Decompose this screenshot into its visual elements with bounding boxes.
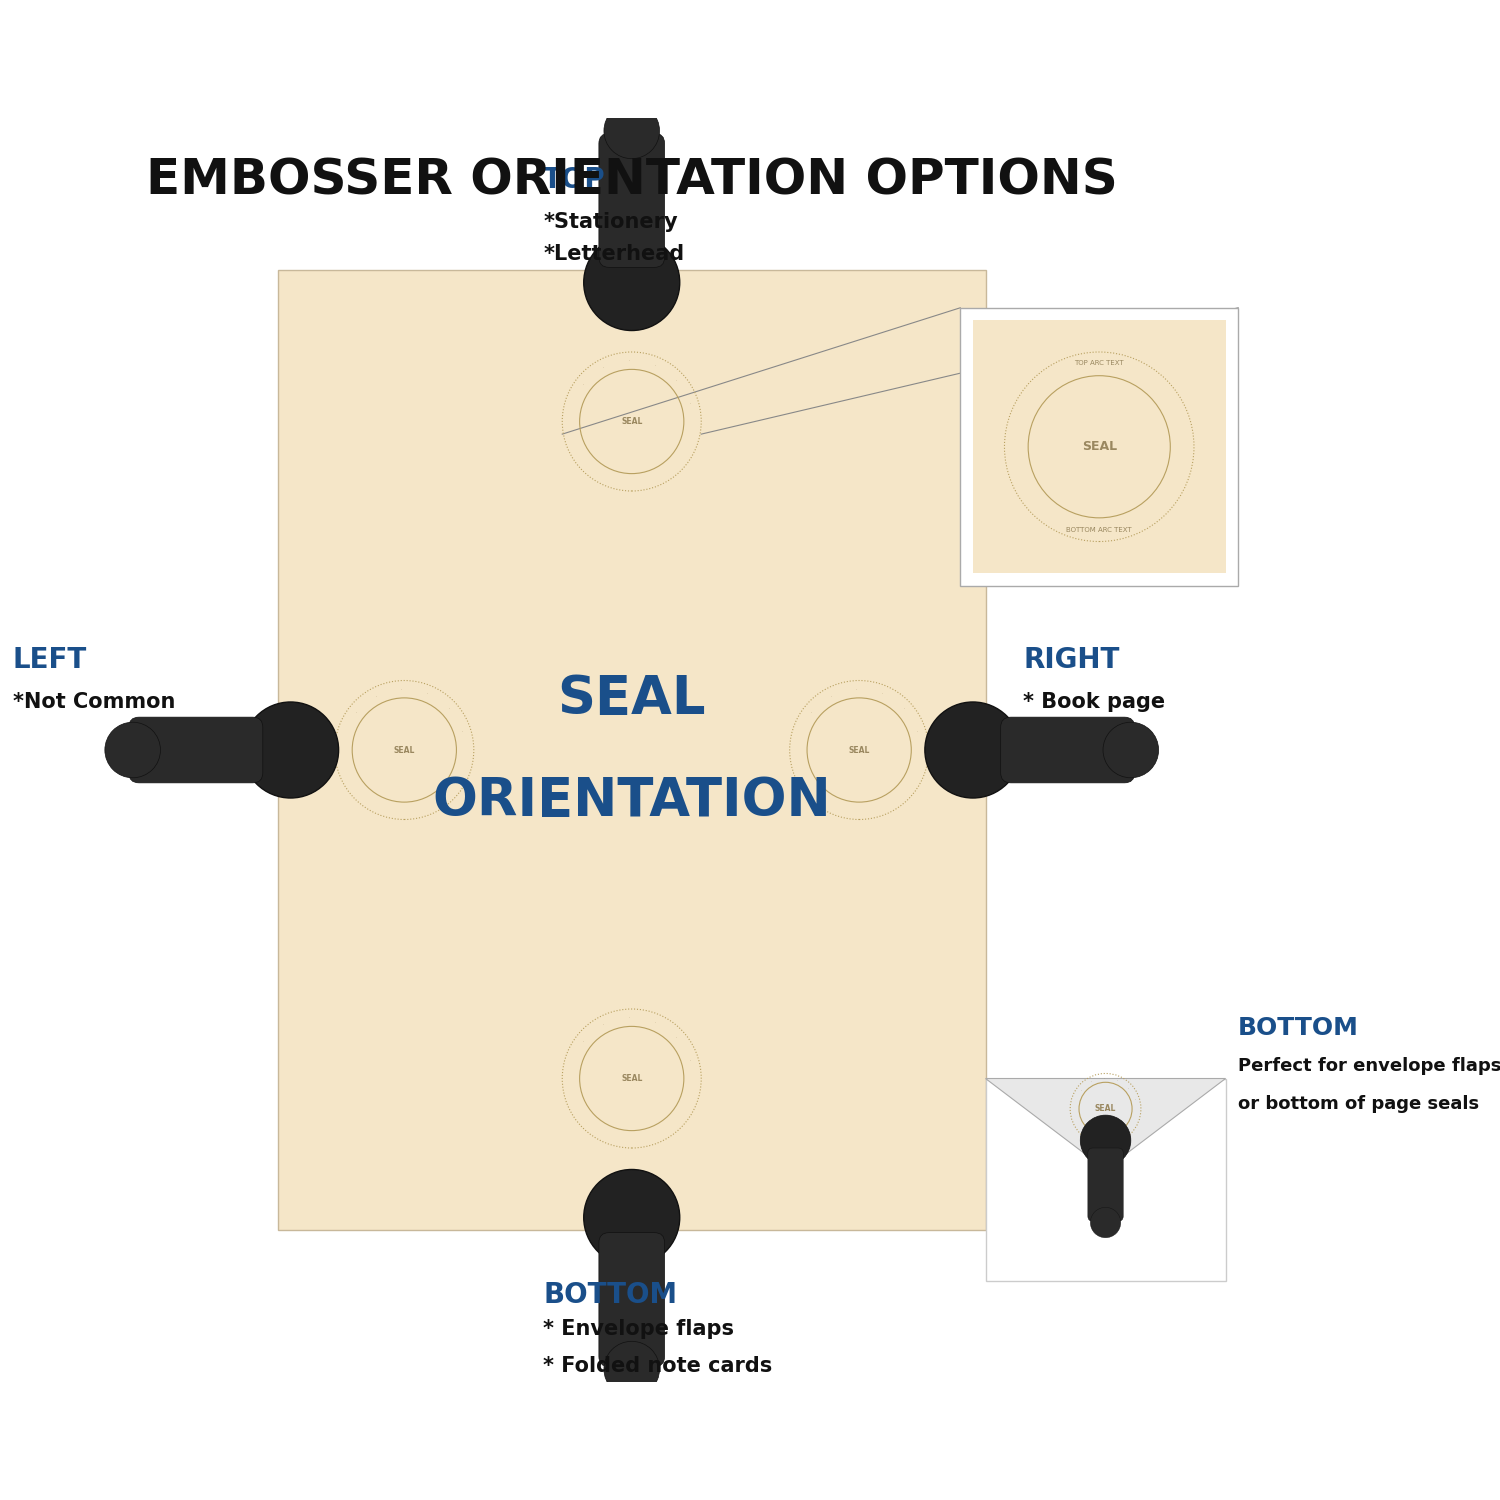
Text: SEAL: SEAL: [621, 417, 642, 426]
Circle shape: [1080, 1114, 1131, 1166]
Circle shape: [604, 104, 660, 159]
Text: BOTTOM: BOTTOM: [543, 1281, 678, 1308]
Text: TOP: TOP: [543, 166, 606, 194]
Text: *Not Common: *Not Common: [12, 692, 176, 712]
Circle shape: [926, 702, 1022, 798]
Text: * Envelope flaps: * Envelope flaps: [543, 1318, 735, 1338]
Circle shape: [579, 369, 684, 474]
Text: Perfect for envelope flaps: Perfect for envelope flaps: [1238, 1058, 1500, 1076]
Text: SEAL: SEAL: [393, 746, 416, 754]
Circle shape: [1090, 1208, 1120, 1237]
Text: TOP ARC TEXT: TOP ARC TEXT: [1074, 360, 1124, 366]
Text: RIGHT: RIGHT: [1023, 646, 1120, 674]
Text: SEAL: SEAL: [849, 746, 870, 754]
Text: * Book page: * Book page: [1023, 692, 1166, 712]
Text: SEAL: SEAL: [1082, 441, 1118, 453]
Text: * Folded note cards: * Folded note cards: [543, 1356, 772, 1377]
Text: EMBOSSER ORIENTATION OPTIONS: EMBOSSER ORIENTATION OPTIONS: [146, 156, 1118, 204]
Text: *Letterhead: *Letterhead: [543, 243, 684, 264]
Circle shape: [1078, 1083, 1132, 1136]
Circle shape: [243, 702, 339, 798]
FancyBboxPatch shape: [960, 308, 1238, 585]
Text: SEAL: SEAL: [1095, 1104, 1116, 1113]
Polygon shape: [986, 1078, 1226, 1170]
Text: SEAL: SEAL: [621, 1074, 642, 1083]
FancyBboxPatch shape: [278, 270, 986, 1230]
Text: *Stationery: *Stationery: [543, 211, 678, 232]
FancyBboxPatch shape: [986, 1078, 1226, 1281]
Circle shape: [807, 698, 912, 802]
Circle shape: [352, 698, 456, 802]
Text: or bottom of page seals: or bottom of page seals: [1238, 1095, 1479, 1113]
Circle shape: [584, 1170, 680, 1266]
Circle shape: [105, 722, 160, 778]
Text: LEFT: LEFT: [12, 646, 87, 674]
Circle shape: [1102, 722, 1158, 778]
FancyBboxPatch shape: [1088, 1148, 1124, 1221]
FancyBboxPatch shape: [129, 717, 262, 783]
Text: BOTTOM: BOTTOM: [1238, 1016, 1359, 1040]
FancyBboxPatch shape: [974, 321, 1226, 573]
Text: ORIENTATION: ORIENTATION: [432, 774, 831, 826]
Circle shape: [579, 1026, 684, 1131]
Circle shape: [1028, 375, 1170, 518]
FancyBboxPatch shape: [1000, 717, 1134, 783]
FancyBboxPatch shape: [598, 1233, 664, 1366]
Circle shape: [604, 1341, 660, 1396]
Circle shape: [584, 234, 680, 330]
FancyBboxPatch shape: [598, 134, 664, 267]
Text: BOTTOM ARC TEXT: BOTTOM ARC TEXT: [1066, 526, 1132, 532]
Text: SEAL: SEAL: [558, 674, 706, 726]
